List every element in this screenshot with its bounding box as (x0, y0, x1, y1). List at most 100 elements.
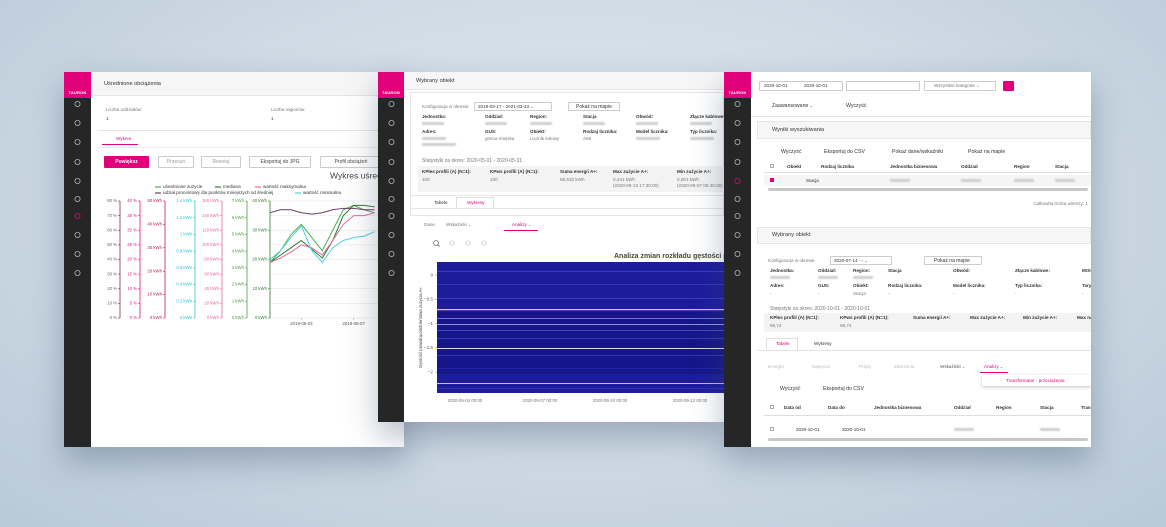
toolbar-icon[interactable] (449, 240, 455, 246)
nav-icon[interactable] (74, 250, 81, 257)
tab[interactable]: Tabele (776, 341, 790, 346)
nav-icon[interactable] (74, 212, 81, 219)
subtab[interactable]: Dane (424, 222, 435, 227)
heatmap-stripe (437, 324, 724, 325)
toolbar-button[interactable]: Eksportuj do CSV (823, 386, 864, 392)
nav-icon[interactable] (74, 231, 81, 238)
column-header: Oddział (961, 164, 978, 169)
nav-icon[interactable] (74, 139, 81, 146)
nav-icon[interactable] (74, 100, 81, 107)
tab[interactable]: Tabele (434, 199, 448, 205)
toolbar-button[interactable]: Wyczyść (781, 149, 802, 155)
nav-icon[interactable] (388, 178, 395, 185)
date-input[interactable] (474, 102, 552, 111)
nav-icon[interactable] (74, 178, 81, 185)
subtab[interactable]: Napięcia (812, 364, 830, 369)
stat-value: 99,74 (770, 323, 782, 328)
subtab[interactable]: Wskaźniki (940, 364, 965, 370)
checkbox[interactable] (770, 178, 774, 182)
toolbar-icon[interactable] (481, 240, 487, 246)
y-tick-label: 25 % (127, 242, 137, 247)
logo[interactable]: TAURON (724, 72, 751, 98)
checkbox[interactable] (770, 405, 774, 409)
nav-icon[interactable] (734, 139, 741, 146)
nav-icon[interactable] (388, 139, 395, 146)
nav-icon[interactable] (388, 212, 395, 219)
category-select[interactable] (924, 81, 996, 91)
checkbox[interactable] (770, 164, 774, 168)
search-input[interactable] (846, 81, 920, 91)
map-button-label[interactable]: Pokaż na mapie (576, 103, 612, 110)
date-range[interactable] (759, 81, 843, 91)
cell: 2020-10-01 (796, 426, 820, 432)
nav-icon[interactable] (734, 120, 741, 127)
blurred-value (636, 122, 658, 125)
field-label: Obiekt: (530, 129, 546, 134)
nav-icon[interactable] (734, 250, 741, 257)
button[interactable]: Resetuj (201, 156, 241, 168)
field-value: - (818, 291, 820, 296)
zoom-icon[interactable] (433, 240, 439, 246)
tab[interactable]: Wykresy (467, 199, 485, 205)
nav-icon[interactable] (388, 196, 395, 203)
nav-icon[interactable] (734, 231, 741, 238)
dropdown-item[interactable]: Transformator - przeciążenia (1006, 377, 1065, 383)
subtab-underline (504, 229, 538, 231)
map-button[interactable] (924, 256, 982, 265)
nav-icon[interactable] (734, 196, 741, 203)
cell: Stacja (806, 178, 819, 183)
toolbar-button[interactable]: Wyczyść (780, 386, 801, 392)
logo[interactable]: TAURON (64, 72, 91, 98)
logo[interactable]: TAURON (378, 72, 404, 98)
nav-icon[interactable] (388, 100, 395, 107)
subtab[interactable]: Wskaźniki (446, 222, 471, 228)
tab[interactable]: Wykresy (814, 341, 832, 346)
map-button-label[interactable]: Pokaż na mapie (934, 257, 970, 264)
section-title: Wyniki wyszukiwania (772, 127, 825, 133)
nav-icon[interactable] (734, 159, 741, 166)
toolbar-icon[interactable] (465, 240, 471, 246)
subtab[interactable]: Prądy (859, 364, 872, 369)
y-tick-label: 30 kWh (252, 227, 267, 232)
date-input[interactable] (830, 256, 892, 265)
zoom-icon[interactable] (437, 244, 440, 247)
nav-icon[interactable] (74, 159, 81, 166)
advanced-toggle[interactable]: Zaawansowane (772, 103, 813, 109)
toolbar-button[interactable]: Eksportuj do CSV (824, 149, 865, 155)
search-button[interactable] (1003, 81, 1014, 91)
column-header: Stacja (1055, 164, 1069, 169)
subtab[interactable]: Analizy (512, 222, 531, 228)
map-button[interactable] (568, 102, 620, 111)
nav-icon[interactable] (74, 269, 81, 276)
tab[interactable]: Wykres (116, 136, 132, 141)
y-tick-label: 30 % (107, 271, 117, 276)
nav-icon[interactable] (734, 212, 741, 219)
y-tick-label: 4 kWh (232, 248, 245, 253)
nav-icon[interactable] (734, 269, 741, 276)
field-label: Rodzaj licznika: (583, 129, 618, 134)
nav-icon[interactable] (734, 178, 741, 185)
nav-icon[interactable] (388, 250, 395, 257)
column-header: Tran (1081, 405, 1091, 410)
toolbar-button[interactable]: Pokaż dane/wskaźniki (892, 149, 944, 155)
clear-button[interactable]: Wyczyść (846, 103, 867, 109)
nav-icon[interactable] (388, 120, 395, 127)
nav-icon[interactable] (74, 120, 81, 127)
nav-icon[interactable] (74, 196, 81, 203)
subtab[interactable]: Energia (768, 364, 784, 369)
toolbar-button[interactable]: Pokaż na mapie (968, 149, 1006, 155)
button[interactable]: Przesuń (158, 156, 194, 168)
y-tick-label: 1 kWh (180, 232, 193, 237)
heatmap-stripe (437, 298, 724, 299)
nav-icon[interactable] (734, 100, 741, 107)
subtab[interactable]: Zdarzenia (894, 364, 915, 369)
blurred-value (954, 428, 974, 431)
nav-icon[interactable] (388, 231, 395, 238)
button[interactable]: Eksportuj do JPG (249, 156, 311, 168)
checkbox[interactable] (770, 427, 774, 431)
subtab[interactable]: Analizy (984, 364, 1003, 370)
nav-icon[interactable] (388, 159, 395, 166)
field-label: Model licznika: (953, 283, 986, 288)
button[interactable]: Powiększ (104, 156, 149, 168)
nav-icon[interactable] (388, 269, 395, 276)
